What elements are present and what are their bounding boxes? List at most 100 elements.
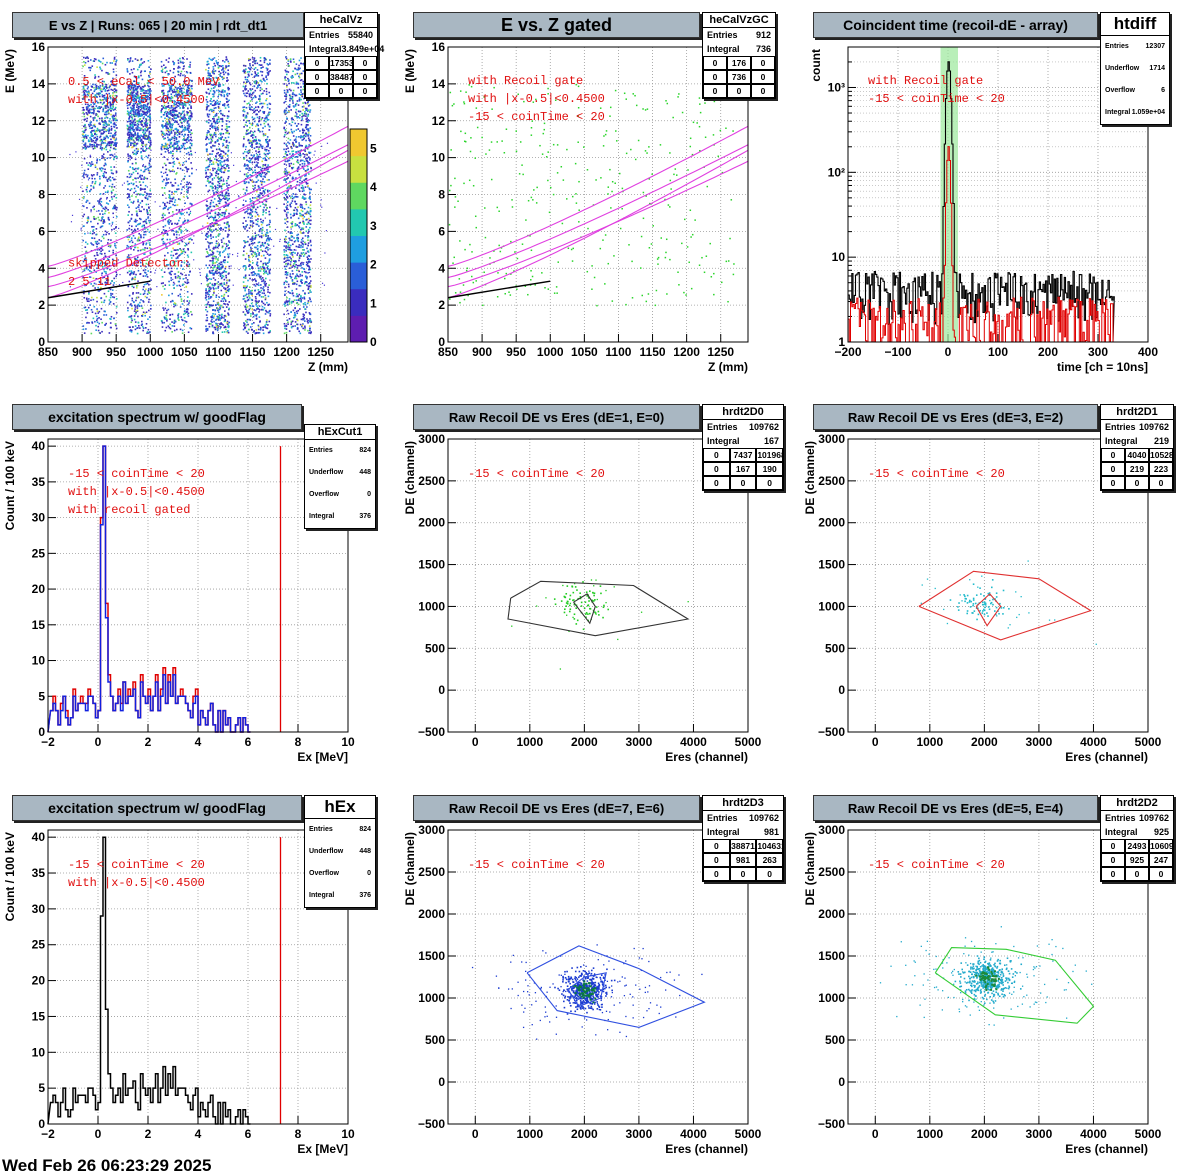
heatmap-cell — [85, 328, 87, 330]
heatmap-cell — [186, 114, 188, 116]
heatmap-cell — [208, 294, 210, 296]
heatmap-cell — [84, 124, 86, 126]
heatmap-cell — [142, 181, 144, 183]
heatmap-cell — [211, 173, 213, 175]
heatmap-cell — [96, 301, 98, 303]
heatmap-cell — [268, 240, 270, 242]
heatmap-cell — [265, 283, 267, 285]
heatmap-cell — [217, 181, 219, 183]
heatmap-cell — [183, 121, 185, 123]
heatmap-cell — [223, 77, 225, 79]
heatmap-cell — [223, 180, 225, 182]
heatmap-cell — [162, 202, 164, 204]
heatmap-cell — [99, 159, 101, 161]
heatmap-cell — [113, 228, 115, 230]
heatmap-cell — [216, 172, 218, 174]
heatmap-cell — [225, 290, 227, 292]
heatmap-cell — [225, 147, 227, 149]
heatmap-cell — [133, 230, 135, 232]
heatmap-cell — [254, 63, 256, 65]
heatmap-cell — [190, 139, 192, 141]
heatmap-cell — [103, 173, 105, 175]
heatmap-cell — [143, 237, 145, 239]
heatmap-cell — [136, 129, 138, 131]
heatmap-cell — [227, 235, 229, 237]
heatmap-cell — [220, 164, 222, 166]
heatmap-cell — [102, 63, 104, 65]
heatmap-cell — [165, 72, 167, 74]
heatmap-cell — [143, 221, 145, 223]
heatmap-cell — [105, 163, 107, 165]
heatmap-cell — [190, 91, 192, 93]
heatmap-cell — [243, 126, 245, 128]
heatmap-cell — [214, 168, 216, 170]
heatmap-cell — [208, 176, 210, 178]
heatmap-cell — [221, 188, 223, 190]
heatmap-cell — [212, 118, 214, 120]
heatmap-cell — [267, 291, 269, 293]
heatmap-cell — [142, 326, 144, 328]
heatmap-cell — [172, 150, 174, 152]
heatmap-cell — [127, 307, 129, 309]
heatmap-cell — [223, 167, 225, 169]
heatmap-cell — [211, 153, 213, 155]
heatmap-cell — [84, 158, 86, 160]
heatmap-cell — [174, 137, 176, 139]
heatmap-cell — [93, 226, 95, 228]
heatmap-cell — [131, 318, 133, 320]
heatmap-cell — [115, 194, 117, 196]
heatmap-cell — [115, 112, 117, 114]
heatmap-cell — [211, 147, 213, 149]
heatmap-cell — [188, 182, 190, 184]
heatmap-cell — [147, 217, 149, 219]
heatmap-cell — [115, 114, 117, 116]
heatmap-cell — [228, 248, 230, 250]
heatmap-cell — [219, 306, 221, 308]
heatmap-cell — [178, 271, 180, 273]
heatmap-cell — [103, 124, 105, 126]
heatmap-cell — [84, 136, 86, 138]
heatmap-cell — [183, 248, 185, 250]
heatmap-cell — [206, 280, 208, 282]
heatmap-cell — [93, 209, 95, 211]
heatmap-cell — [109, 142, 111, 144]
heatmap-cell — [101, 91, 103, 93]
heatmap-cell — [244, 285, 246, 287]
heatmap-cell — [98, 144, 100, 146]
heatmap-cell — [127, 176, 129, 178]
heatmap-cell — [215, 256, 217, 258]
heatmap-cell — [171, 293, 173, 295]
heatmap-cell — [146, 108, 148, 110]
heatmap-cell — [224, 259, 226, 261]
heatmap-cell — [188, 208, 190, 210]
heatmap-cell — [215, 304, 217, 306]
heatmap-cell — [210, 304, 212, 306]
heatmap-cell — [86, 120, 88, 122]
heatmap-cell — [184, 134, 186, 136]
heatmap-cell — [224, 115, 226, 117]
heatmap-cell — [104, 129, 106, 131]
heatmap-cell — [130, 218, 132, 220]
heatmap-cell — [163, 179, 165, 181]
heatmap-cell — [137, 215, 139, 217]
heatmap-cell — [211, 242, 213, 244]
heatmap-cell — [212, 150, 214, 152]
heatmap-cell — [127, 181, 129, 183]
heatmap-cell — [106, 62, 108, 64]
heatmap-cell — [162, 127, 164, 129]
heatmap-cell — [140, 293, 142, 295]
heatmap-cell — [143, 311, 145, 313]
heatmap-cell — [227, 178, 229, 180]
heatmap-cell — [172, 248, 174, 250]
heatmap-cell — [181, 214, 183, 216]
heatmap-cell — [205, 265, 207, 267]
heatmap-cell — [266, 173, 268, 175]
heatmap-cell — [262, 292, 264, 294]
heatmap-cell — [221, 241, 223, 243]
heatmap-cell — [116, 207, 118, 209]
heatmap-cell — [145, 283, 147, 285]
heatmap-cell — [228, 266, 230, 268]
heatmap-cell — [180, 183, 182, 185]
heatmap-cell — [245, 308, 247, 310]
heatmap-cell — [179, 278, 181, 280]
